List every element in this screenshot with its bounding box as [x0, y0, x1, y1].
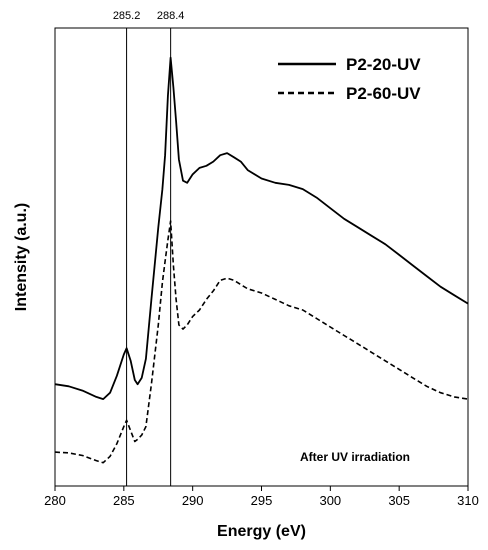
reference-line-label-0: 285.2	[113, 10, 141, 22]
legend-label-p2-20-uv: P2-20-UV	[346, 55, 421, 74]
series-layer	[54, 56, 469, 464]
x-tick-label-290: 290	[182, 493, 204, 508]
x-tick-label-280: 280	[44, 493, 66, 508]
x-axis-title: Energy (eV)	[217, 523, 306, 540]
x-tick-label-300: 300	[319, 493, 341, 508]
annotation-label: After UV irradiation	[300, 450, 410, 464]
reference-lines: 285.2 288.4	[113, 10, 185, 486]
series-line-p2-60-uv	[54, 220, 469, 464]
reference-line-label-1: 288.4	[157, 10, 185, 22]
x-axis-ticks: 280 285 290 295 300 305 310	[44, 486, 479, 508]
legend-label-p2-60-uv: P2-60-UV	[346, 84, 421, 103]
y-axis-title: Intensity (a.u.)	[13, 203, 30, 311]
series-line-p2-20-uv	[54, 56, 469, 400]
legend: P2-20-UV P2-60-UV	[278, 55, 421, 103]
x-tick-label-305: 305	[388, 493, 410, 508]
x-tick-label-285: 285	[113, 493, 135, 508]
x-tick-label-295: 295	[251, 493, 273, 508]
x-tick-label-310: 310	[457, 493, 479, 508]
